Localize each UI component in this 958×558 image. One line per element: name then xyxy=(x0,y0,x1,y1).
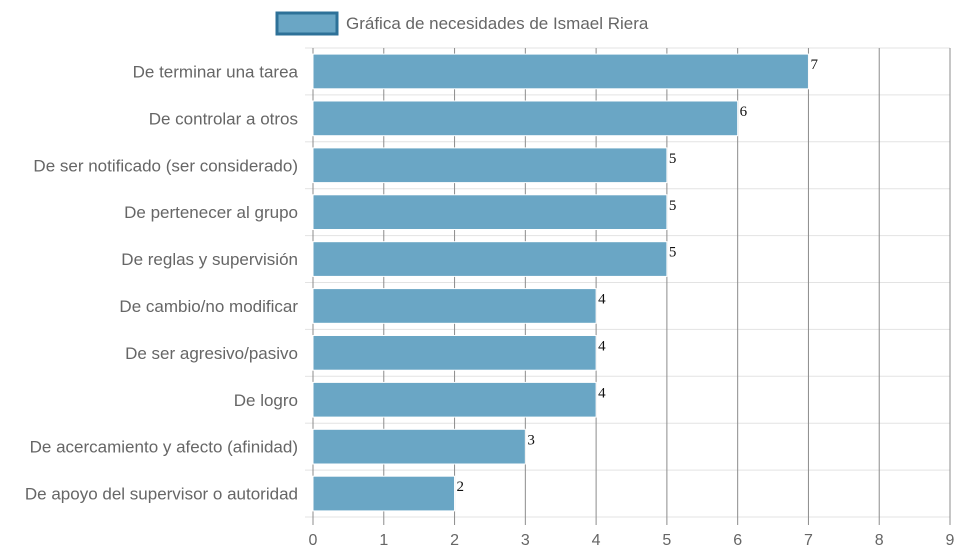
data-label: 5 xyxy=(669,198,677,214)
bar[interactable] xyxy=(312,288,597,324)
category-label: De acercamiento y afecto (afinidad) xyxy=(30,438,298,457)
x-tick-label: 0 xyxy=(309,532,318,549)
x-tick-label: 1 xyxy=(379,532,388,549)
data-label: 5 xyxy=(669,151,677,167)
x-tick-label: 9 xyxy=(946,532,955,549)
bar[interactable] xyxy=(312,53,809,90)
bar[interactable] xyxy=(312,381,597,418)
bar[interactable] xyxy=(312,428,526,465)
x-axis-tick-labels: 0 1 2 3 4 5 6 7 8 9 xyxy=(309,532,955,549)
category-label: De ser agresivo/pasivo xyxy=(125,344,298,363)
category-label: De ser notificado (ser considerado) xyxy=(33,156,298,175)
data-label: 6 xyxy=(740,104,748,120)
data-label: 4 xyxy=(598,338,606,354)
category-labels: De terminar una tarea De controlar a otro… xyxy=(25,62,299,503)
category-label: De pertenecer al grupo xyxy=(124,203,298,222)
x-tick-label: 5 xyxy=(662,532,671,549)
x-tick-label: 2 xyxy=(450,532,459,549)
category-label: De logro xyxy=(234,391,298,410)
data-label: 7 xyxy=(810,57,818,73)
bars xyxy=(312,53,809,512)
data-label: 3 xyxy=(527,432,535,448)
x-tick-label: 8 xyxy=(875,532,884,549)
data-label: 5 xyxy=(669,245,677,261)
x-tick-label: 4 xyxy=(592,532,601,549)
category-label: De reglas y supervisión xyxy=(121,250,298,269)
bar[interactable] xyxy=(312,241,668,277)
data-label: 4 xyxy=(598,292,606,308)
x-tick-label: 7 xyxy=(804,532,813,549)
category-label: De apoyo del supervisor o autoridad xyxy=(25,485,298,504)
data-label: 4 xyxy=(598,385,606,401)
x-tick-label: 3 xyxy=(521,532,530,549)
data-label: 2 xyxy=(457,479,465,495)
bar[interactable] xyxy=(312,100,739,137)
legend-label[interactable]: Gráfica de necesidades de Ismael Riera xyxy=(346,14,649,33)
bar[interactable] xyxy=(312,334,597,371)
value-labels: 7 6 5 5 5 4 4 4 3 2 xyxy=(457,57,819,495)
category-label: De controlar a otros xyxy=(149,109,298,128)
bar[interactable] xyxy=(312,147,668,184)
x-tick-label: 6 xyxy=(733,532,742,549)
bar[interactable] xyxy=(312,475,456,512)
legend[interactable]: Gráfica de necesidades de Ismael Riera xyxy=(275,11,649,36)
category-label: De terminar una tarea xyxy=(133,62,299,81)
bar[interactable] xyxy=(312,194,668,231)
legend-swatch[interactable] xyxy=(275,11,339,36)
category-label: De cambio/no modificar xyxy=(119,297,298,316)
